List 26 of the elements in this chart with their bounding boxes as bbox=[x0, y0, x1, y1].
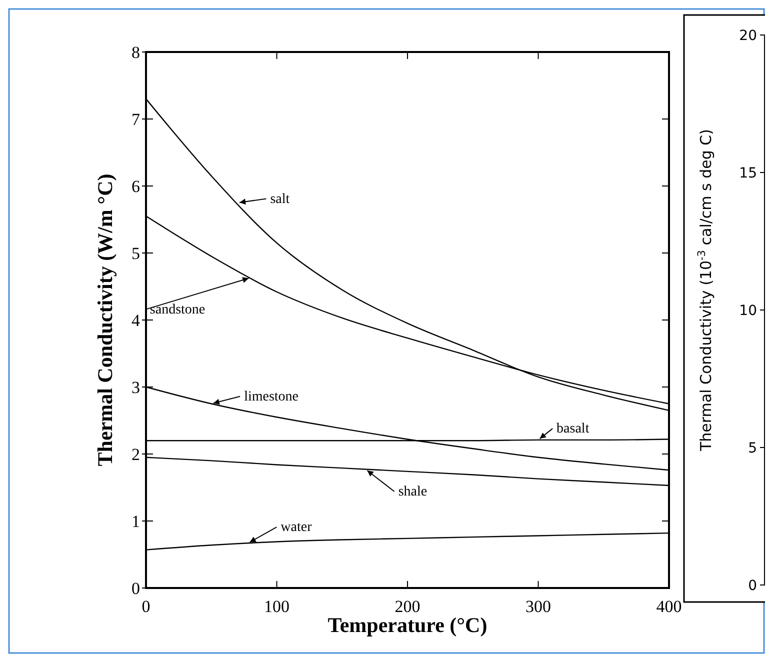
y-tick-label: 8 bbox=[132, 43, 140, 62]
x-tick-label: 100 bbox=[264, 597, 290, 616]
legend-label: salt bbox=[270, 192, 290, 207]
y-tick-label: 2 bbox=[132, 445, 140, 464]
y2-tick-label: 20 bbox=[739, 28, 757, 44]
y-tick-label: 1 bbox=[132, 512, 140, 531]
y-tick-label: 7 bbox=[132, 110, 140, 129]
legend-label: limestone bbox=[244, 389, 298, 404]
legend-label: basalt bbox=[556, 422, 590, 437]
y-tick-label: 5 bbox=[132, 244, 140, 263]
x-tick-label: 300 bbox=[526, 597, 551, 616]
y2-tick-label: 10 bbox=[739, 303, 757, 319]
text: sandstone bbox=[150, 302, 206, 318]
y2-tick-label: 0 bbox=[748, 578, 757, 594]
y-axis-title: Thermal Conductivity (W/m °C) bbox=[93, 174, 117, 466]
x-tick-label: 200 bbox=[394, 597, 420, 616]
y-tick-label: 3 bbox=[132, 378, 140, 397]
x-axis-title: Temperature (°C) bbox=[328, 613, 488, 637]
y-tick-label: 4 bbox=[132, 311, 140, 330]
y2-tick-label: 5 bbox=[748, 440, 757, 456]
x-tick-label: 400 bbox=[656, 597, 682, 616]
legend-label: water bbox=[280, 520, 312, 536]
y-tick-label: 6 bbox=[132, 177, 140, 196]
series-label: shale bbox=[398, 484, 428, 500]
y2-tick-label: 15 bbox=[739, 166, 757, 182]
y-tick-label: 0 bbox=[132, 579, 140, 598]
